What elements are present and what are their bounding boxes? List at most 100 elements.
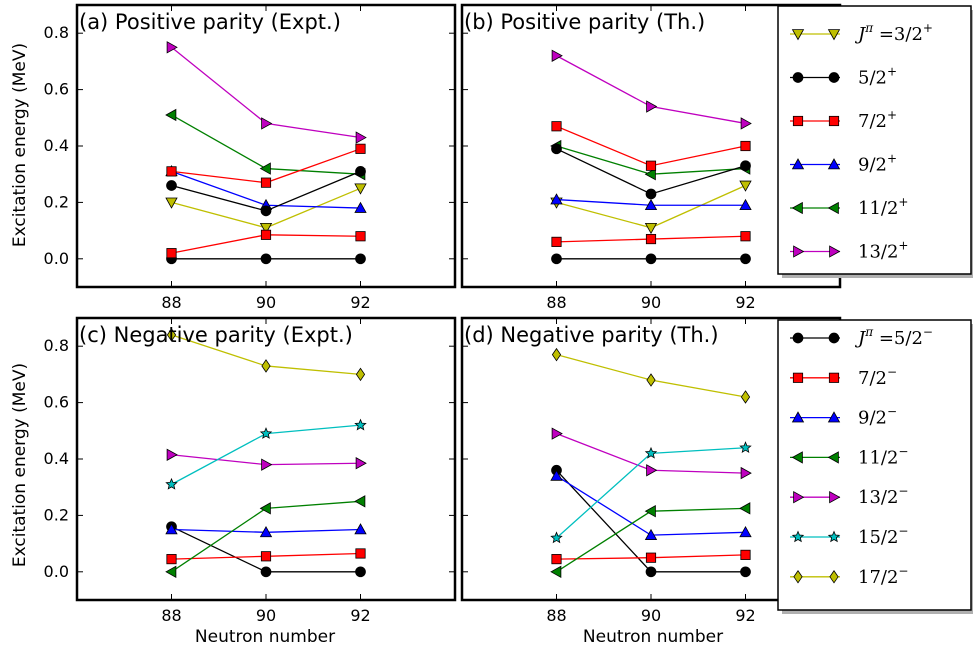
legend-label: 5/2+ xyxy=(858,65,897,89)
data-point xyxy=(551,121,562,132)
x-axis-label-left: Neutron number xyxy=(195,627,335,647)
legend-marker xyxy=(829,491,841,504)
y-tick-label: 0.4 xyxy=(44,136,69,155)
panels-layer: 88 90 92 0.0 0.2 0.4 0.6 0.8 (a) Positive parity… xyxy=(44,3,842,625)
series-5 xyxy=(550,441,752,544)
legend-entry: 7/2− xyxy=(790,365,897,389)
data-point xyxy=(740,160,751,172)
data-point xyxy=(644,198,658,211)
data-point xyxy=(260,551,272,562)
data-point xyxy=(646,373,656,387)
y-tick-label: 0.8 xyxy=(44,336,69,355)
data-point xyxy=(259,502,271,515)
y-tick-label: 0.2 xyxy=(44,505,69,524)
data-point xyxy=(354,418,367,431)
data-point xyxy=(644,504,656,518)
data-point xyxy=(259,427,273,439)
data-point xyxy=(739,198,752,211)
data-point xyxy=(166,166,177,177)
data-point xyxy=(261,458,273,471)
legend-entry: 17/2− xyxy=(790,564,908,588)
legend-marker xyxy=(827,411,841,423)
data-point xyxy=(261,359,271,373)
data-point xyxy=(739,441,752,454)
legend-marker xyxy=(829,570,839,584)
data-point xyxy=(166,180,177,191)
y-tick-label: 0.6 xyxy=(44,393,69,412)
series-6 xyxy=(166,166,366,217)
legend-entry: 5/2+ xyxy=(790,65,897,89)
data-point xyxy=(645,160,657,171)
panel-title: (a) Positive parity (Expt.) xyxy=(79,10,341,34)
y-tick-label: 0.2 xyxy=(44,192,69,211)
legend-label: 13/2− xyxy=(858,484,908,508)
x-tick-label: 88 xyxy=(161,293,181,312)
x-tick-label: 88 xyxy=(161,606,181,625)
legend-marker xyxy=(828,332,840,344)
legend-marker xyxy=(793,491,805,504)
y-axis-label-bottom: Excitation energy (MeV) xyxy=(10,363,30,567)
panel-title: (b) Positive parity (Th.) xyxy=(464,10,705,34)
data-point xyxy=(165,108,177,122)
data-point xyxy=(740,466,752,480)
legend-label: 7/2− xyxy=(858,365,897,389)
legend-label: 9/2+ xyxy=(858,152,897,176)
legend-marker xyxy=(792,372,804,383)
legend-marker xyxy=(829,245,841,258)
legend-marker xyxy=(827,29,841,41)
series-4 xyxy=(166,448,367,471)
legend-entry: Jπ =5/2− xyxy=(790,325,933,349)
data-point xyxy=(260,177,272,188)
legend-marker xyxy=(791,201,803,215)
series-5 xyxy=(551,49,752,130)
x-tick-label: 90 xyxy=(256,606,276,625)
series-7 xyxy=(166,143,366,188)
legend-marker xyxy=(792,72,804,83)
panel-a: 88 90 92 0.0 0.2 0.4 0.6 0.8 (a) Positive parity… xyxy=(44,3,457,312)
data-point xyxy=(646,100,658,113)
series-3 xyxy=(550,502,751,578)
legend-marker xyxy=(827,158,841,170)
data-point xyxy=(645,253,657,265)
legend-label: Jπ =3/2+ xyxy=(854,21,933,45)
data-point xyxy=(259,525,273,538)
data-point xyxy=(260,566,272,578)
series-3 xyxy=(550,193,752,211)
series-2 xyxy=(551,231,751,247)
legend-negative: Jπ =5/2− 7/2− 9/2− 11/2− 13/2− 15/2− 17/2− xyxy=(777,319,973,614)
data-point xyxy=(355,231,366,242)
data-point xyxy=(166,41,178,54)
data-point xyxy=(551,143,562,155)
panel-d: 88 90 92 (d) Negative parity (Th.) xyxy=(460,316,842,625)
data-point xyxy=(740,390,751,404)
legend-marker xyxy=(791,411,805,423)
legend-marker xyxy=(828,372,840,383)
data-point xyxy=(355,367,366,382)
data-point xyxy=(260,253,272,265)
data-point xyxy=(645,566,657,578)
data-point xyxy=(740,140,751,152)
data-point xyxy=(165,523,178,535)
legend-marker xyxy=(791,530,805,543)
panel-title: (c) Negative parity (Expt.) xyxy=(79,323,353,347)
legend-entry: 7/2+ xyxy=(790,108,897,132)
legend-positive: Jπ =3/2+ 5/2+ 7/2+ 9/2+ 11/2+ 13/2+ xyxy=(777,5,973,278)
x-tick-label: 90 xyxy=(641,606,661,625)
legend-marker xyxy=(827,530,841,543)
data-point xyxy=(740,566,751,578)
data-point xyxy=(739,525,752,538)
data-point xyxy=(551,236,562,247)
data-point xyxy=(551,554,562,565)
legend-marker xyxy=(793,245,805,258)
legend-label: Jπ =5/2− xyxy=(854,325,933,349)
x-axis-label-right: Neutron number xyxy=(583,627,723,647)
data-point xyxy=(354,495,366,508)
data-point xyxy=(166,328,177,342)
series-7 xyxy=(551,121,751,171)
data-point xyxy=(644,168,656,181)
data-point xyxy=(550,469,563,481)
legend-marker xyxy=(827,451,839,464)
data-point xyxy=(550,531,563,544)
x-tick-label: 92 xyxy=(350,293,370,312)
legend-marker xyxy=(793,570,803,584)
